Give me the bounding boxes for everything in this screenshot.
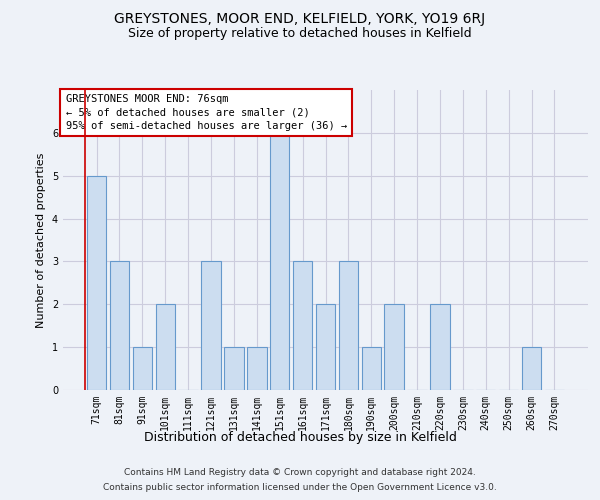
Bar (224, 347, 244, 390)
Bar (202, 262, 221, 390)
Text: Distribution of detached houses by size in Kelfield: Distribution of detached houses by size … (143, 431, 457, 444)
Text: GREYSTONES MOOR END: 76sqm
← 5% of detached houses are smaller (2)
95% of semi-d: GREYSTONES MOOR END: 76sqm ← 5% of detac… (65, 94, 347, 131)
Bar (110, 262, 129, 390)
Bar (133, 347, 152, 390)
Bar (430, 304, 449, 390)
Y-axis label: Number of detached properties: Number of detached properties (37, 152, 46, 328)
Bar (87, 176, 106, 390)
Bar (385, 304, 404, 390)
Bar (522, 347, 541, 390)
Bar (155, 304, 175, 390)
Text: Contains HM Land Registry data © Crown copyright and database right 2024.: Contains HM Land Registry data © Crown c… (124, 468, 476, 477)
Bar (247, 347, 266, 390)
Bar (338, 262, 358, 390)
Text: GREYSTONES, MOOR END, KELFIELD, YORK, YO19 6RJ: GREYSTONES, MOOR END, KELFIELD, YORK, YO… (115, 12, 485, 26)
Bar (316, 304, 335, 390)
Text: Size of property relative to detached houses in Kelfield: Size of property relative to detached ho… (128, 28, 472, 40)
Bar (362, 347, 381, 390)
Bar (293, 262, 313, 390)
Text: Contains public sector information licensed under the Open Government Licence v3: Contains public sector information licen… (103, 483, 497, 492)
Bar (270, 133, 289, 390)
